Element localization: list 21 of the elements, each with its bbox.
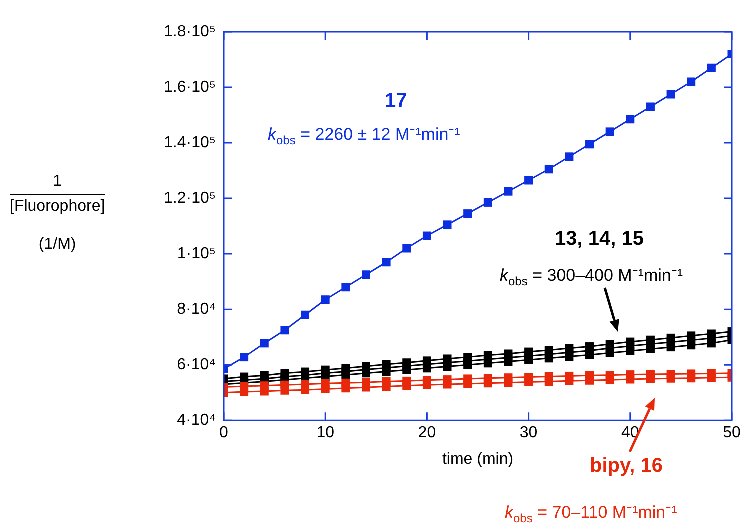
annotation: k$_{obs}$ = 300–400 M⁻¹min⁻¹ [500, 265, 684, 288]
text: 1 [Fluorophore] (1/M) [10, 173, 106, 253]
x-tick-label: 10 [316, 424, 335, 442]
y-tick-label: 1.6·10⁵ [164, 78, 216, 96]
x-tick-label: 30 [520, 424, 538, 442]
annotation: k$_{obs}$ = 2260 ± 12 M⁻¹min⁻¹ [268, 124, 460, 148]
x-tick-label: 20 [418, 424, 436, 442]
text: k$_{obs}$ = 70–110 M⁻¹min⁻¹ [505, 502, 678, 526]
x-tick-label: 50 [723, 424, 741, 442]
text: 13, 14, 15 [555, 228, 644, 251]
y-tick-label: 1.8·10⁵ [164, 23, 216, 40]
y-tick-label: 6·10⁴ [177, 356, 216, 374]
text: 17 [385, 90, 408, 113]
legend-label: bipy, 16 [590, 455, 663, 478]
y-tick-label: 8·10⁴ [177, 300, 216, 318]
y-tick-label: 1·10⁵ [177, 245, 216, 262]
x-tick-label: 0 [220, 424, 229, 442]
y-tick-label: 4·10⁴ [177, 412, 216, 430]
x-axis-title: time (min) [442, 450, 514, 468]
y-tick-label: 1.2·10⁵ [164, 190, 216, 207]
y-tick-label: 1.4·10⁵ [164, 134, 216, 152]
